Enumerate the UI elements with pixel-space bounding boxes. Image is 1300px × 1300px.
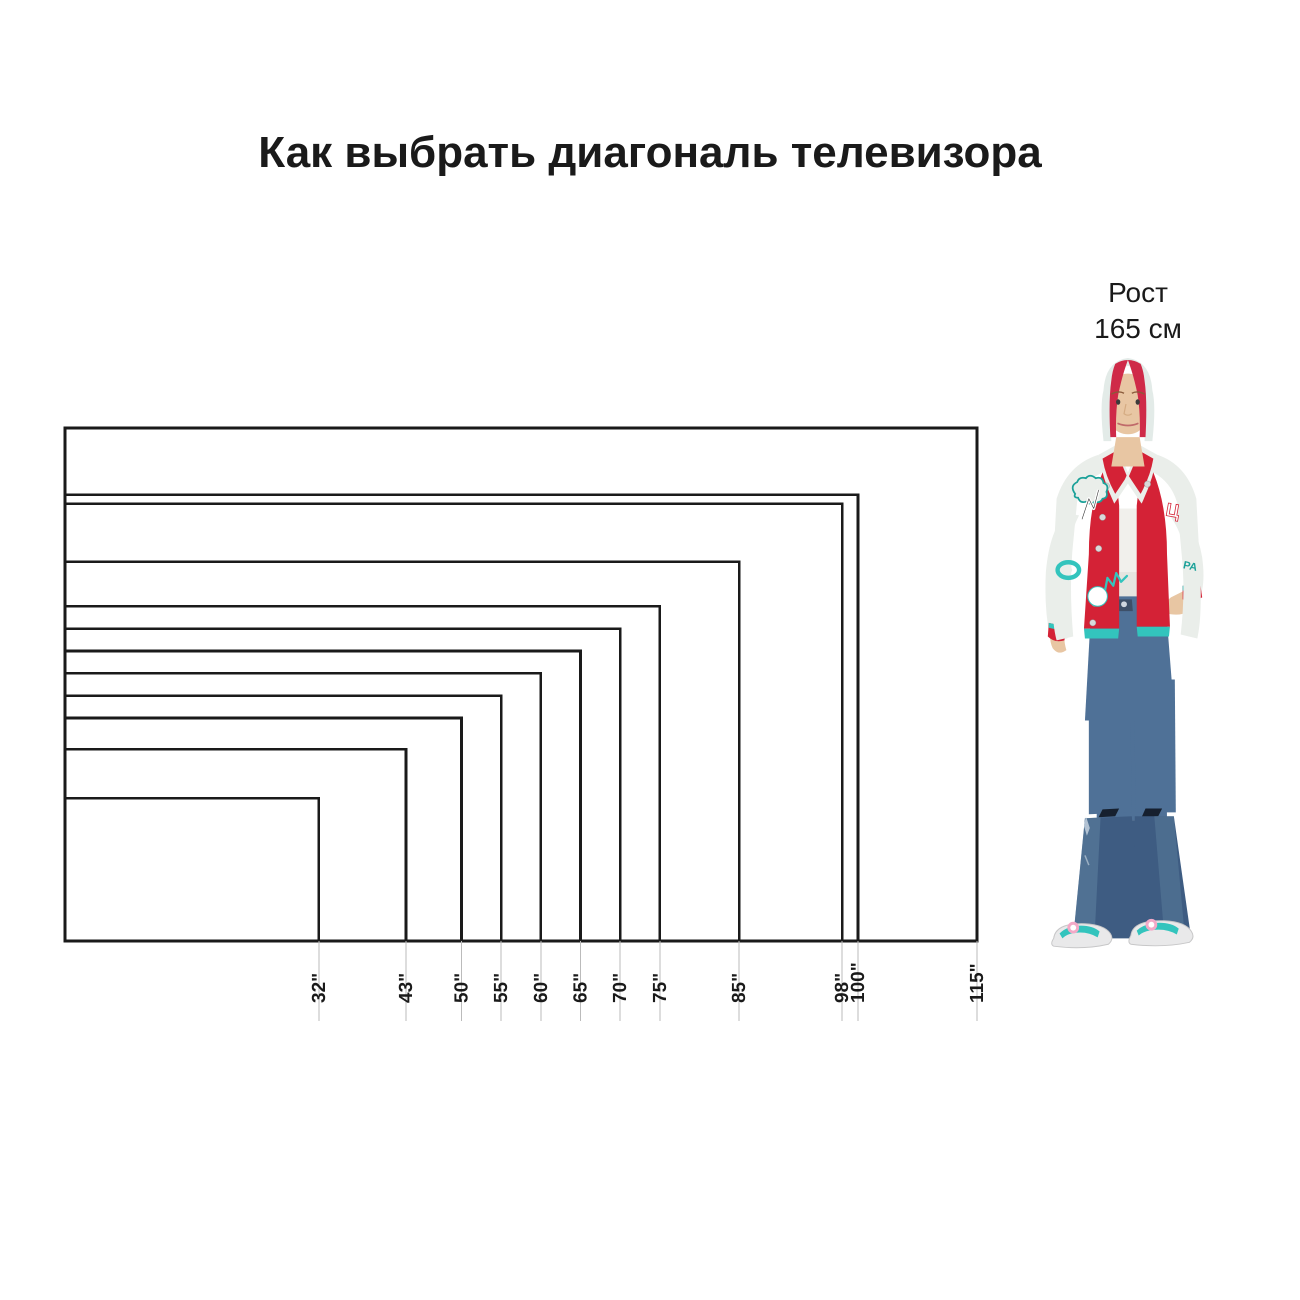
svg-text:100": 100" bbox=[848, 962, 869, 1003]
svg-text:43": 43" bbox=[396, 973, 417, 1003]
svg-text:85": 85" bbox=[729, 973, 750, 1003]
svg-text:65": 65" bbox=[571, 973, 592, 1003]
svg-text:32": 32" bbox=[309, 973, 330, 1003]
svg-text:115": 115" bbox=[967, 963, 988, 1003]
svg-text:70": 70" bbox=[610, 973, 631, 1003]
svg-text:75": 75" bbox=[650, 973, 671, 1003]
svg-text:60": 60" bbox=[531, 973, 552, 1003]
svg-text:55": 55" bbox=[491, 973, 512, 1003]
svg-text:50": 50" bbox=[452, 973, 473, 1003]
